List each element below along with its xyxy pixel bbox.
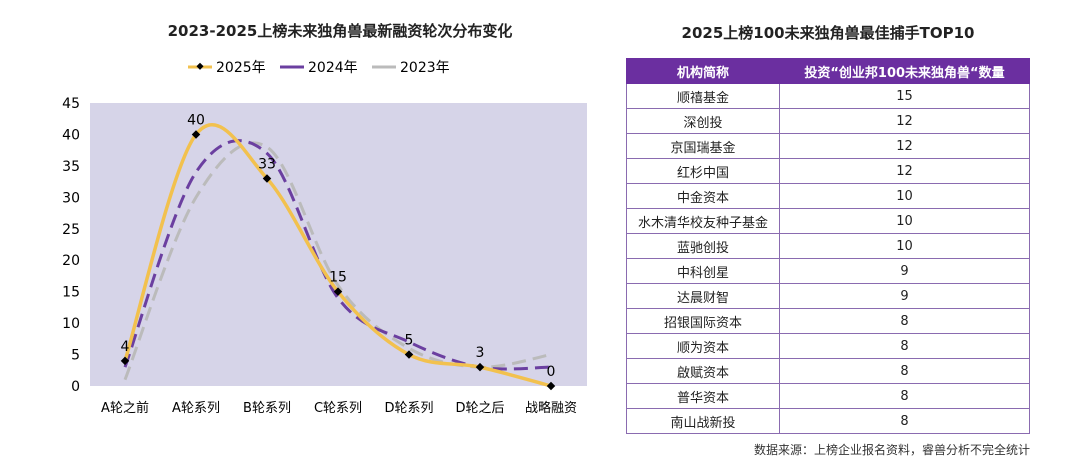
legend-item: 2025年 bbox=[188, 60, 266, 76]
legend-label: 2025年 bbox=[216, 60, 266, 76]
institution-cell: 顺为资本 bbox=[626, 333, 780, 359]
institution-cell: 南山战新投 bbox=[626, 408, 780, 434]
legend-label: 2023年 bbox=[400, 60, 450, 76]
count-cell: 8 bbox=[779, 408, 1030, 434]
y-tick-label: 30 bbox=[62, 190, 80, 206]
series-line-2025年 bbox=[123, 123, 552, 388]
count-cell: 8 bbox=[779, 333, 1030, 359]
table-row: 啟赋资本 8 bbox=[626, 358, 1030, 384]
institution-cell: 水木清华校友种子基金 bbox=[626, 208, 780, 234]
legend-item: 2023年 bbox=[372, 60, 450, 76]
data-point bbox=[191, 130, 201, 139]
data-point bbox=[333, 287, 343, 296]
data-label: 15 bbox=[329, 270, 347, 286]
header-institution: 机构简称 bbox=[626, 58, 780, 84]
data-label: 33 bbox=[258, 156, 276, 172]
y-tick-label: 45 bbox=[62, 96, 80, 112]
source-note: 数据来源：上榜企业报名资料，睿兽分析不完全统计 bbox=[753, 443, 1030, 457]
count-cell: 10 bbox=[779, 233, 1030, 259]
count-cell: 8 bbox=[779, 358, 1030, 384]
institution-cell: 京国瑞基金 bbox=[626, 133, 780, 159]
data-point bbox=[475, 362, 485, 372]
y-tick-label: 25 bbox=[62, 222, 80, 238]
data-label: 5 bbox=[405, 333, 414, 349]
x-tick-label: D轮系列 bbox=[384, 401, 433, 416]
y-tick-label: 0 bbox=[71, 379, 80, 395]
table-row: 红杉中国 12 bbox=[626, 158, 1030, 184]
table-row: 顺禧基金 15 bbox=[626, 83, 1030, 109]
institution-cell: 深创投 bbox=[626, 108, 780, 134]
top10-table: 机构简称 投资“创业邦100未来独角兽“数量 顺禧基金 15 深创投 12 京国瑞基金 12… bbox=[626, 58, 1030, 434]
chart-title: 2023-2025上榜未来独角兽最新融资轮次分布变化 bbox=[167, 22, 513, 40]
y-tick-label: 5 bbox=[71, 348, 80, 364]
data-point bbox=[120, 356, 130, 366]
count-cell: 12 bbox=[779, 133, 1030, 159]
count-cell: 12 bbox=[779, 158, 1030, 184]
institution-cell: 蓝驰创投 bbox=[626, 233, 780, 259]
x-tick-label: D轮之后 bbox=[455, 401, 504, 416]
y-tick-label: 10 bbox=[62, 316, 80, 332]
institution-cell: 达晨财智 bbox=[626, 283, 780, 309]
institution-cell: 普华资本 bbox=[626, 383, 780, 409]
count-cell: 15 bbox=[779, 83, 1030, 109]
count-cell: 8 bbox=[779, 308, 1030, 334]
y-tick-label: 40 bbox=[62, 127, 80, 143]
table-row: 达晨财智 9 bbox=[626, 283, 1030, 309]
x-tick-label: C轮系列 bbox=[314, 401, 362, 416]
count-cell: 12 bbox=[779, 108, 1030, 134]
institution-cell: 中科创星 bbox=[626, 258, 780, 284]
data-point bbox=[404, 350, 414, 359]
count-cell: 9 bbox=[779, 258, 1030, 284]
count-cell: 10 bbox=[779, 208, 1030, 234]
institution-cell: 中金资本 bbox=[626, 183, 780, 209]
x-tick-label: A轮之前 bbox=[101, 400, 149, 416]
data-label: 3 bbox=[476, 345, 485, 361]
header-count: 投资“创业邦100未来独角兽“数量 bbox=[779, 58, 1030, 84]
data-label: 40 bbox=[187, 112, 205, 128]
y-tick-label: 15 bbox=[62, 285, 80, 301]
plot-area bbox=[90, 103, 587, 386]
x-tick-label: A轮系列 bbox=[172, 401, 220, 416]
table-row: 水木清华校友种子基金 10 bbox=[626, 208, 1030, 234]
data-label: 0 bbox=[547, 364, 556, 380]
legend-item: 2024年 bbox=[280, 60, 358, 76]
legend-label: 2024年 bbox=[308, 60, 358, 76]
table-row: 南山战新投 8 bbox=[626, 408, 1030, 434]
data-point bbox=[262, 174, 272, 183]
data-point bbox=[546, 381, 556, 391]
table-row: 中科创星 9 bbox=[626, 258, 1030, 284]
table-row: 招银国际资本 8 bbox=[626, 308, 1030, 334]
table-row: 京国瑞基金 12 bbox=[626, 133, 1030, 159]
institution-cell: 红杉中国 bbox=[626, 158, 780, 184]
table-row: 中金资本 10 bbox=[626, 183, 1030, 209]
count-cell: 9 bbox=[779, 283, 1030, 309]
count-cell: 8 bbox=[779, 383, 1030, 409]
x-tick-label: 战略融资 bbox=[525, 400, 577, 416]
y-tick-label: 35 bbox=[62, 159, 80, 175]
data-label: 4 bbox=[121, 339, 130, 355]
count-cell: 10 bbox=[779, 183, 1030, 209]
table-row: 蓝驰创投 10 bbox=[626, 233, 1030, 259]
table-row: 深创投 12 bbox=[626, 108, 1030, 134]
table-title: 2025上榜100未来独角兽最佳捕手TOP10 bbox=[681, 24, 975, 42]
x-tick-label: B轮系列 bbox=[243, 401, 291, 416]
institution-cell: 招银国际资本 bbox=[626, 308, 780, 334]
table-row: 普华资本 8 bbox=[626, 383, 1030, 409]
institution-cell: 啟赋资本 bbox=[626, 358, 780, 384]
institution-cell: 顺禧基金 bbox=[626, 83, 780, 109]
table-row: 顺为资本 8 bbox=[626, 333, 1030, 359]
y-tick-label: 20 bbox=[62, 253, 80, 269]
